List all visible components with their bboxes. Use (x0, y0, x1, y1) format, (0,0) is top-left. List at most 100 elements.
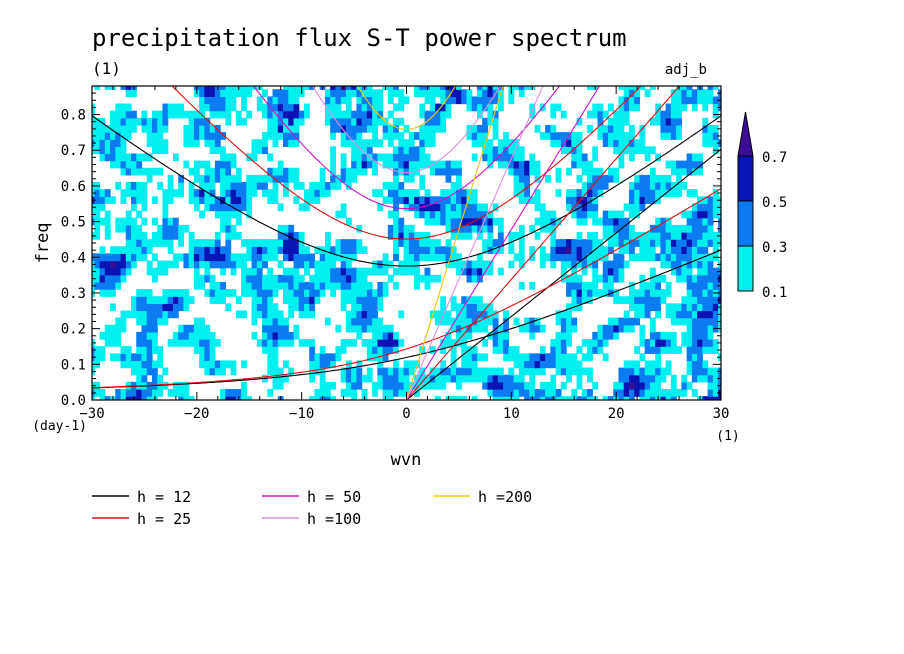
contour-cell (492, 146, 499, 155)
contour-cell (707, 267, 714, 276)
contour-cell (387, 86, 394, 90)
contour-cell (455, 96, 462, 105)
contour-cell (414, 210, 420, 219)
contour-cell (241, 260, 247, 269)
contour-cell (162, 296, 169, 304)
contour-cell (602, 224, 609, 233)
contour-cell (697, 267, 703, 276)
contour-cell (214, 246, 221, 255)
contour-cell (587, 210, 593, 219)
contour-cell (220, 289, 226, 297)
contour-cell (283, 246, 289, 255)
contour-cell (151, 110, 158, 119)
contour-cell (131, 217, 137, 226)
contour-cell (241, 310, 247, 319)
contour-cell (377, 339, 384, 347)
contour-cell (361, 324, 368, 333)
contour-cell (366, 310, 373, 319)
contour-cell (104, 132, 111, 140)
contour-cell (623, 388, 630, 397)
contour-cell (429, 124, 436, 133)
contour-cell (440, 167, 447, 176)
contour-cell (566, 146, 572, 155)
inertia-gravity-curve-12 (92, 115, 721, 267)
contour-cell (272, 367, 279, 376)
contour-cell (676, 310, 682, 319)
contour-cell (167, 110, 174, 119)
contour-cell (324, 117, 331, 126)
contour-cell (288, 289, 295, 297)
contour-cell (136, 182, 143, 190)
contour-cell (681, 253, 688, 262)
contour-cell (628, 86, 635, 90)
contour-cell (550, 339, 557, 347)
contour-cell (597, 274, 604, 283)
contour-cell (414, 246, 420, 255)
contour-cell (581, 388, 588, 397)
contour-cell (199, 210, 205, 219)
contour-cell (283, 331, 289, 340)
contour-cell (115, 388, 122, 397)
contour-cell (608, 281, 614, 290)
contour-cell (513, 189, 520, 197)
contour-cell (613, 146, 620, 155)
contour-cell (214, 103, 221, 112)
contour-cell (382, 381, 389, 390)
contour-cell (235, 189, 242, 197)
contour-cell (408, 267, 415, 276)
contour-cell (686, 224, 693, 233)
contour-cell (539, 246, 546, 255)
contour-cell (309, 296, 316, 304)
contour-cell (204, 203, 211, 212)
contour-cell (555, 253, 562, 262)
contour-cell (120, 196, 127, 205)
contour-cell (634, 103, 641, 112)
contour-cell (665, 303, 672, 312)
contour-cell (199, 174, 205, 183)
contour-cell (356, 96, 363, 105)
contour-cell (372, 260, 378, 269)
contour-cell (151, 374, 158, 383)
contour-cell (482, 103, 489, 112)
contour-cell (188, 117, 195, 126)
contour-cell (183, 132, 190, 140)
contour-cell (199, 353, 205, 362)
contour-cell (193, 203, 200, 212)
contour-cell (597, 174, 604, 183)
contour-cell (628, 317, 635, 326)
contour-cell (345, 96, 352, 105)
contour-cell (319, 388, 326, 397)
inertia-gravity-curve-50 (252, 86, 561, 210)
contour-cell (435, 103, 441, 112)
contour-cell (455, 217, 462, 226)
contour-cell (283, 274, 289, 283)
contour-cell (393, 189, 399, 197)
contour-cell (623, 217, 630, 226)
contour-cell (419, 231, 426, 240)
contour-cell (618, 160, 625, 169)
contour-cell (393, 360, 399, 369)
contour-cell (712, 296, 719, 304)
contour-cell (576, 117, 583, 126)
contour-cell (167, 289, 174, 297)
contour-cell (435, 124, 441, 133)
contour-cell (482, 217, 489, 226)
contour-cell (492, 381, 499, 390)
contour-cell (660, 374, 667, 383)
contour-cell (597, 239, 604, 247)
contour-cell (366, 124, 373, 133)
contour-cell (293, 331, 300, 340)
contour-cell (414, 132, 420, 140)
contour-cell (566, 167, 572, 176)
contour-cell (120, 260, 127, 269)
contour-cell (283, 281, 289, 290)
contour-cell (702, 210, 709, 219)
contour-cell (670, 310, 677, 319)
contour-cell (214, 174, 221, 183)
contour-cell (455, 196, 462, 205)
contour-cell (550, 253, 557, 262)
contour-cell (476, 224, 483, 233)
contour-cell (141, 317, 148, 326)
contour-cell (262, 317, 268, 326)
contour-cell (151, 124, 158, 133)
